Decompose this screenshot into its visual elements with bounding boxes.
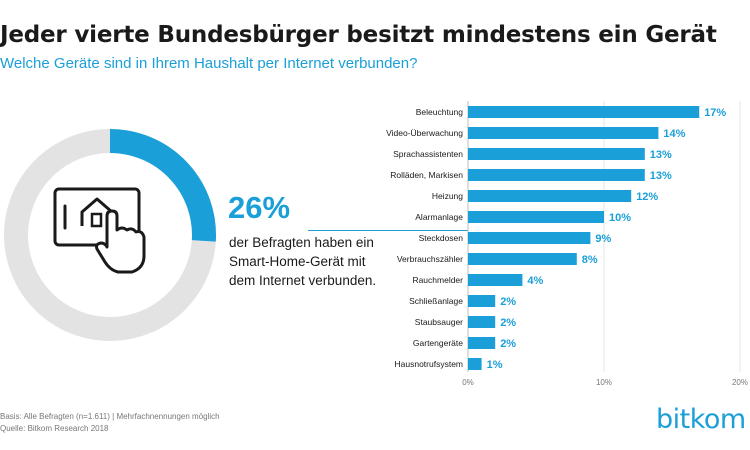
category-label: Gartengeräte <box>413 338 463 348</box>
donut-chart <box>4 129 216 341</box>
data-label: 2% <box>500 296 516 308</box>
donut-highlight-arc <box>109 129 216 242</box>
chart-subtitle: Welche Geräte sind in Ihrem Haushalt per… <box>0 55 418 72</box>
category-label: Verbrauchszähler <box>397 254 463 264</box>
callout-percent: 26% <box>228 190 291 225</box>
data-label: 4% <box>527 275 543 287</box>
data-label: 14% <box>663 128 685 140</box>
footer-source: Quelle: Bitkom Research 2018 <box>0 424 109 433</box>
bar <box>468 232 591 244</box>
smart-home-tablet-icon <box>53 187 146 274</box>
data-label: 2% <box>500 338 516 350</box>
bar <box>468 274 523 286</box>
bar-chart: 0% 10% 20% Beleuchtung 17% Video-Überwachung 1… <box>386 101 748 387</box>
data-label: 13% <box>650 170 672 182</box>
category-label: Steckdosen <box>419 233 464 243</box>
chart-title: Jeder vierte Bundesbürger besitzt mindes… <box>0 22 717 48</box>
x-tick-label: 0% <box>462 378 474 387</box>
bar <box>468 316 496 328</box>
category-label: Alarmanlage <box>415 212 463 222</box>
x-tick-label: 10% <box>596 378 612 387</box>
bar <box>468 169 645 181</box>
category-label: Staubsauger <box>415 317 463 327</box>
data-label: 12% <box>636 191 658 203</box>
data-label: 13% <box>650 149 672 161</box>
category-label: Rauchmelder <box>412 275 463 285</box>
category-label: Heizung <box>432 191 463 201</box>
bar <box>468 127 659 139</box>
bar <box>468 106 700 118</box>
category-label: Sprachassistenten <box>393 149 463 159</box>
bar <box>468 295 496 307</box>
bar <box>468 148 645 160</box>
data-label: 9% <box>595 233 611 245</box>
data-label: 10% <box>609 212 631 224</box>
bar <box>468 253 577 265</box>
category-label: Schließanlage <box>409 296 463 306</box>
data-label: 2% <box>500 317 516 329</box>
callout-description: der Befragten haben ein Smart-Home-Gerät… <box>229 235 377 288</box>
bar <box>468 358 482 370</box>
footer-note: Basis: Alle Befragten (n=1.611) | Mehrfa… <box>0 411 220 435</box>
category-label: Beleuchtung <box>416 107 464 117</box>
data-label: 1% <box>487 359 503 371</box>
x-tick-label: 20% <box>732 378 748 387</box>
category-label: Rolläden, Markisen <box>390 170 463 180</box>
bar <box>468 337 496 349</box>
bar <box>468 190 632 202</box>
category-label: Video-Überwachung <box>386 128 463 138</box>
data-label: 17% <box>704 107 726 119</box>
category-label: Hausnotrufsystem <box>395 359 464 369</box>
footer-basis: Basis: Alle Befragten (n=1.611) | Mehrfa… <box>0 412 220 421</box>
callout-connector <box>308 230 468 231</box>
data-label: 8% <box>582 254 598 266</box>
bar <box>468 211 604 223</box>
bitkom-logo: bitkom <box>656 404 746 435</box>
